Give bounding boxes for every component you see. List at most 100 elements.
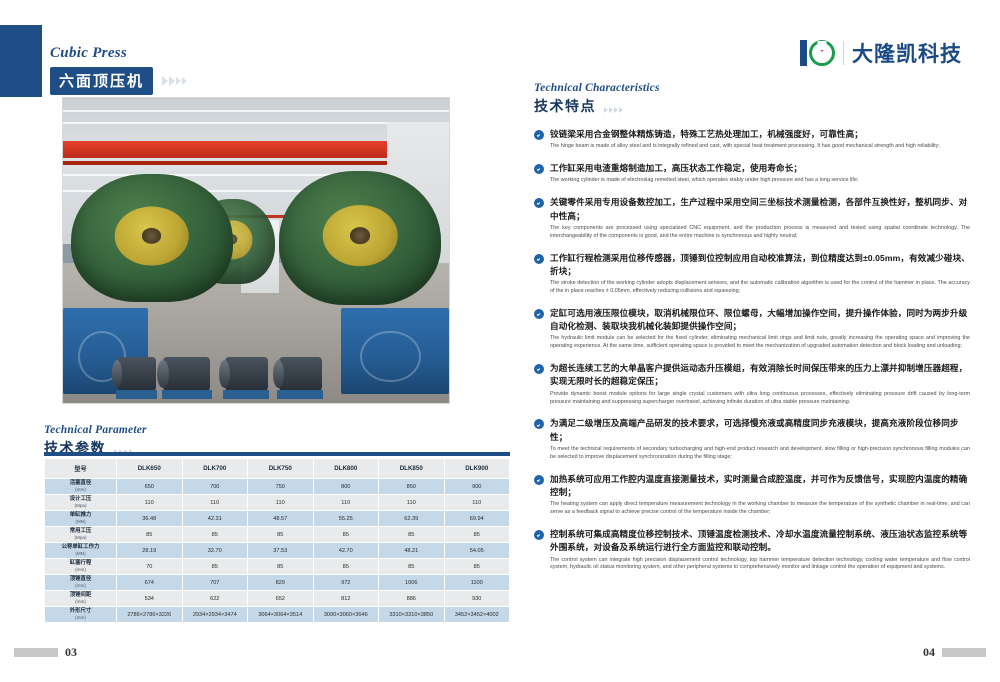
table-cell: 110	[312, 494, 379, 511]
brand-ring-icon: ✦	[809, 40, 835, 66]
check-circle-icon	[534, 130, 544, 140]
table-row: 活塞直径 (mm) 650 700 750 800 850 900	[44, 478, 510, 495]
table-col-header: 型号	[44, 458, 117, 479]
photo-crane-beam	[63, 140, 419, 158]
check-circle-icon	[534, 419, 544, 430]
bullet-text-en: To meet the technical requirements of se…	[550, 446, 970, 460]
table-cell: 110	[116, 494, 183, 511]
table-cell: 674	[116, 574, 183, 591]
bullet-text-cn: 铰链梁采用合金钢整体精炼铸造，特殊工艺热处理加工，机械强度好，可靠性高；	[550, 129, 863, 139]
press-machine-right	[279, 171, 442, 306]
table-cell: 3064×3064×3514	[247, 606, 314, 623]
bullet-text-cn: 为超长连续工艺的大单晶客户提供运动态升压模组，有效消除长时间保压带来的压力上漂并…	[550, 363, 968, 387]
table-cell: 85	[378, 558, 445, 575]
table-row: 常用工压 (Mpa) 85 85 85 85 85 85	[44, 526, 510, 543]
check-circle-icon	[534, 198, 544, 209]
bullet-text-cn: 为满足二级增压及高端产品研发的技术要求，可选择慢充液或高精度同步充液模块，提高充…	[550, 418, 959, 442]
bullet-text-cn: 定缸可选用液压限位模块，取消机械限位环、限位螺母，大幅增加操作空间，提升操作体验…	[550, 307, 968, 332]
chevron-decor-icon	[162, 76, 188, 86]
table-cell: 2934×2934×3474	[181, 606, 248, 623]
bullet-text-cn: 关键零件采用专用设备数控加工，生产过程中采用空间三坐标技术测量检测，各部件互换性…	[550, 197, 968, 221]
table-cell: 110	[378, 494, 445, 511]
bullet-text-en: The hinge beam is made of alloy steel an…	[550, 143, 940, 150]
hero-photo	[62, 97, 450, 404]
check-circle-icon	[534, 308, 544, 319]
tech-char-bullet-list: 铰链梁采用合金钢整体精炼铸造，特殊工艺热处理加工，机械强度好，可靠性高； The …	[534, 128, 970, 572]
table-cell: 1006	[378, 574, 445, 591]
bullet-body: 铰链梁采用合金钢整体精炼铸造，特殊工艺热处理加工，机械强度好，可靠性高； The …	[550, 128, 970, 151]
page-title-en: Cubic Press	[50, 45, 128, 61]
table-row-label: 顶锤直径 (mm)	[44, 574, 117, 591]
table-row: 公称单缸工作力 (MN) 28.19 32.70 37.53 42.70 48.21 54.0…	[44, 542, 510, 559]
tech-char-title-cn: 技术特点	[534, 98, 596, 114]
table-cell: 707	[181, 574, 248, 591]
table-cell: 650	[116, 478, 183, 495]
bullet-text-cn: 控制系统可集成高精度位移控制技术、顶锤温度检测技术、冷却水温度流量控制系统、液压…	[550, 528, 968, 553]
bullet-text-en: The stroke detection of the working cyli…	[550, 280, 970, 295]
table-cell: 85	[247, 558, 314, 575]
bullet-text-cn: 工作缸行程检测采用位移传感器，顶锤到位控制应用自动校准算法，到位精度达到±0.0…	[550, 252, 970, 276]
table-cell: 3452×3452×4002	[443, 606, 510, 623]
table-cell: 69.94	[443, 510, 510, 527]
spec-table-body: 活塞直径 (mm) 650 700 750 800 850 900 设计工压 (Mpa) 110 11…	[44, 478, 510, 623]
tech-char-heading: Technical Characteristics 技术特点	[534, 82, 970, 116]
page-number-label: 04	[923, 645, 935, 659]
table-cell: 62.39	[378, 510, 445, 527]
table-cell: 110	[247, 494, 314, 511]
bullet-body: 工作缸行程检测采用位移传感器，顶锤到位控制应用自动校准算法，到位精度达到±0.0…	[550, 252, 970, 296]
table-header-row: 型号 DLK650 DLK700 DLK750 DLK800 DLK850 DL…	[44, 458, 510, 479]
tech-characteristics-section: Technical Characteristics 技术特点 铰链梁采用合金钢整…	[534, 82, 970, 583]
table-cell: 886	[378, 590, 445, 607]
table-row: 外形尺寸 (mm) 2786×2786×3226 2934×2934×3474 3064…	[44, 606, 510, 623]
table-cell: 85	[181, 526, 248, 543]
tech-char-bullet: 控制系统可集成高精度位移控制技术、顶锤温度检测技术、冷却水温度流量控制系统、液压…	[534, 528, 970, 572]
table-top-accent-bar	[44, 452, 510, 456]
motor-unit	[156, 357, 212, 399]
table-row: 单缸推力 (MN) 36.48 42.31 48.57 55.25 62.39 69.94	[44, 510, 510, 527]
tech-char-bullet: 关键零件采用专用设备数控加工，生产过程中采用空间三坐标技术测量检测，各部件互换性…	[534, 196, 970, 240]
bullet-text-en: Provide dynamic boost module options for…	[550, 390, 970, 405]
bullet-text-en: The heating system can apply direct temp…	[550, 501, 970, 516]
table-cell: 3310×3310×3850	[378, 606, 445, 623]
tech-char-bullet: 为满足二级增压及高端产品研发的技术要求，可选择慢充液或高精度同步充液模块，提高充…	[534, 417, 970, 461]
motor-unit	[273, 357, 324, 399]
tech-char-title-en: Technical Characteristics	[534, 82, 660, 94]
bullet-text-en: The working cylinder is made of electros…	[550, 177, 859, 184]
table-cell: 28.19	[116, 542, 183, 559]
table-cell: 85	[181, 558, 248, 575]
table-cell: 700	[181, 478, 248, 495]
brand-name-label: 大隆凯科技	[852, 43, 962, 66]
table-col-header: DLK900	[443, 458, 510, 479]
check-circle-icon	[534, 364, 544, 375]
brand-star-icon: ✦	[817, 44, 827, 56]
table-cell: 37.53	[247, 542, 314, 559]
table-cell: 900	[443, 478, 510, 495]
table-cell: 42.31	[181, 510, 248, 527]
table-cell: 70	[116, 558, 183, 575]
table-cell: 55.25	[312, 510, 379, 527]
table-cell: 829	[247, 574, 314, 591]
table-cell: 54.05	[443, 542, 510, 559]
table-cell: 85	[247, 526, 314, 543]
table-cell: 42.70	[312, 542, 379, 559]
bullet-body: 定缸可选用液压限位模块，取消机械限位环、限位螺母，大幅增加操作空间，提升操作体验…	[550, 307, 970, 351]
table-cell: 1100	[443, 574, 510, 591]
table-row-label: 缸塞行程 (mm)	[44, 558, 117, 575]
bullet-body: 关键零件采用专用设备数控加工，生产过程中采用空间三坐标技术测量检测，各部件互换性…	[550, 196, 970, 240]
table-cell: 800	[312, 478, 379, 495]
bullet-text-en: The control system can integrate high pr…	[550, 556, 970, 571]
table-row-label: 公称单缸工作力 (MN)	[44, 542, 117, 559]
table-cell: 85	[443, 558, 510, 575]
bullet-body: 控制系统可集成高精度位移控制技术、顶锤温度检测技术、冷却水温度流量控制系统、液压…	[550, 528, 970, 572]
bullet-text-cn: 加热系统可应用工作腔内温度直接测量技术，实时测量合成腔温度，并可作为反馈信号，实…	[550, 473, 968, 497]
table-row: 顶锤直径 (mm) 674 707 829 972 1006 1100	[44, 574, 510, 591]
table-row-label: 活塞直径 (mm)	[44, 478, 117, 495]
tech-param-title-en: Technical Parameter	[44, 424, 147, 436]
chevron-decor-icon	[604, 107, 623, 113]
table-col-header: DLK650	[116, 458, 183, 479]
brand-logo: ✦ 大隆凯科技	[800, 38, 962, 68]
table-row-label: 常用工压 (Mpa)	[44, 526, 117, 543]
page-number-label: 03	[65, 645, 77, 659]
table-cell: 85	[312, 558, 379, 575]
check-circle-icon	[534, 529, 544, 540]
